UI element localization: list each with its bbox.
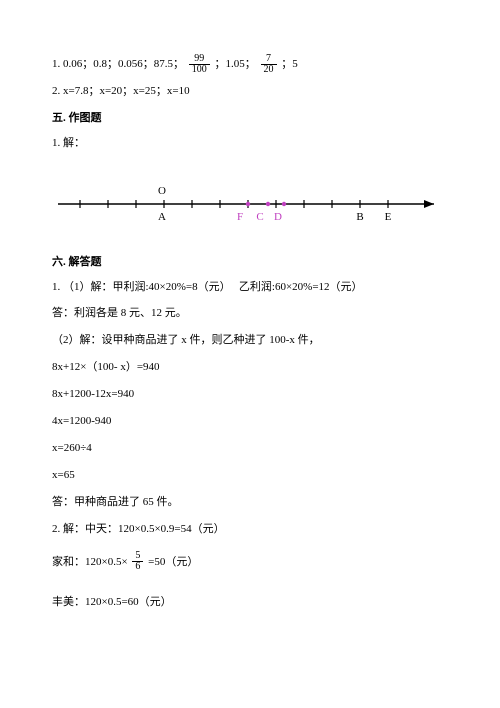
q1-line6: 4x=1200-940 [52, 411, 448, 432]
q1-line4: 8x+12×（100- x）=940 [52, 357, 448, 378]
denominator: 6 [132, 562, 143, 572]
line1-prefix: 1. 0.06；0.8；0.056；87.5； [52, 54, 184, 75]
number-line-diagram: O A B E F CD [52, 174, 448, 234]
fraction-5-6: 5 6 [132, 551, 143, 572]
answer-line-2: 2. x=7.8；x=20；x=25；x=10 [52, 81, 448, 102]
line1-suffix: ；5 [281, 54, 298, 75]
q1-line5: 8x+1200-12x=940 [52, 384, 448, 405]
q2-line3: 丰美：120×0.5=60（元） [52, 592, 448, 613]
section-6-title: 六. 解答题 [52, 252, 448, 273]
denominator: 20 [261, 65, 277, 75]
svg-text:F: F [237, 211, 243, 223]
svg-text:C: C [256, 211, 263, 223]
svg-text:B: B [356, 211, 363, 223]
q1-line7: x=260÷4 [52, 438, 448, 459]
svg-text:E: E [385, 211, 392, 223]
svg-text:A: A [158, 211, 166, 223]
answer-line-1: 1. 0.06；0.8；0.056；87.5； 99 100 ；1.05； 7 … [52, 54, 448, 75]
q2-l2-post: =50（元） [148, 552, 198, 573]
q2-l2-pre: 家和：120×0.5× [52, 552, 128, 573]
q1-l1b: 乙利润:60×20%=12（元） [239, 281, 363, 293]
q1-l1a: 1. （1）解：甲利润:40×20%=8（元） [52, 281, 231, 293]
q1-line3: （2）解：设甲种商品进了 x 件，则乙种进了 100-x 件， [52, 330, 448, 351]
page-content: 1. 0.06；0.8；0.056；87.5； 99 100 ；1.05； 7 … [0, 0, 500, 659]
q1-line8: x=65 [52, 465, 448, 486]
q2-line2: 家和：120×0.5× 5 6 =50（元） [52, 551, 448, 572]
fraction-7-20: 7 20 [261, 54, 277, 75]
q1-line2: 答：利润各是 8 元、12 元。 [52, 303, 448, 324]
q1-line9: 答：甲种商品进了 65 件。 [52, 492, 448, 513]
fraction-99-100: 99 100 [189, 54, 210, 75]
s5-item1: 1. 解： [52, 133, 448, 154]
line1-mid: ；1.05； [215, 54, 256, 75]
q1-line1: 1. （1）解：甲利润:40×20%=8（元） 乙利润:60×20%=12（元） [52, 277, 448, 298]
section-5-title: 五. 作图题 [52, 108, 448, 129]
svg-text:D: D [274, 211, 282, 223]
denominator: 100 [189, 65, 210, 75]
q2-line1: 2. 解：中天：120×0.5×0.9=54（元） [52, 519, 448, 540]
svg-text:O: O [158, 185, 166, 197]
